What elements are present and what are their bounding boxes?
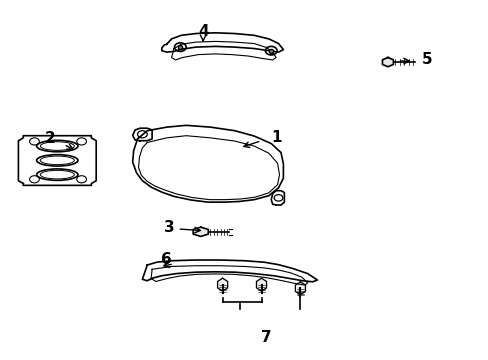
Polygon shape: [295, 282, 305, 295]
Polygon shape: [193, 227, 208, 237]
Text: 7: 7: [261, 330, 271, 345]
Text: 5: 5: [421, 52, 431, 67]
Polygon shape: [382, 58, 393, 67]
Text: 1: 1: [270, 130, 281, 145]
Polygon shape: [217, 278, 227, 291]
Text: 6: 6: [161, 252, 172, 267]
Text: 4: 4: [198, 24, 208, 39]
Text: 2: 2: [44, 131, 55, 147]
Polygon shape: [256, 278, 266, 291]
Text: 3: 3: [163, 220, 174, 235]
